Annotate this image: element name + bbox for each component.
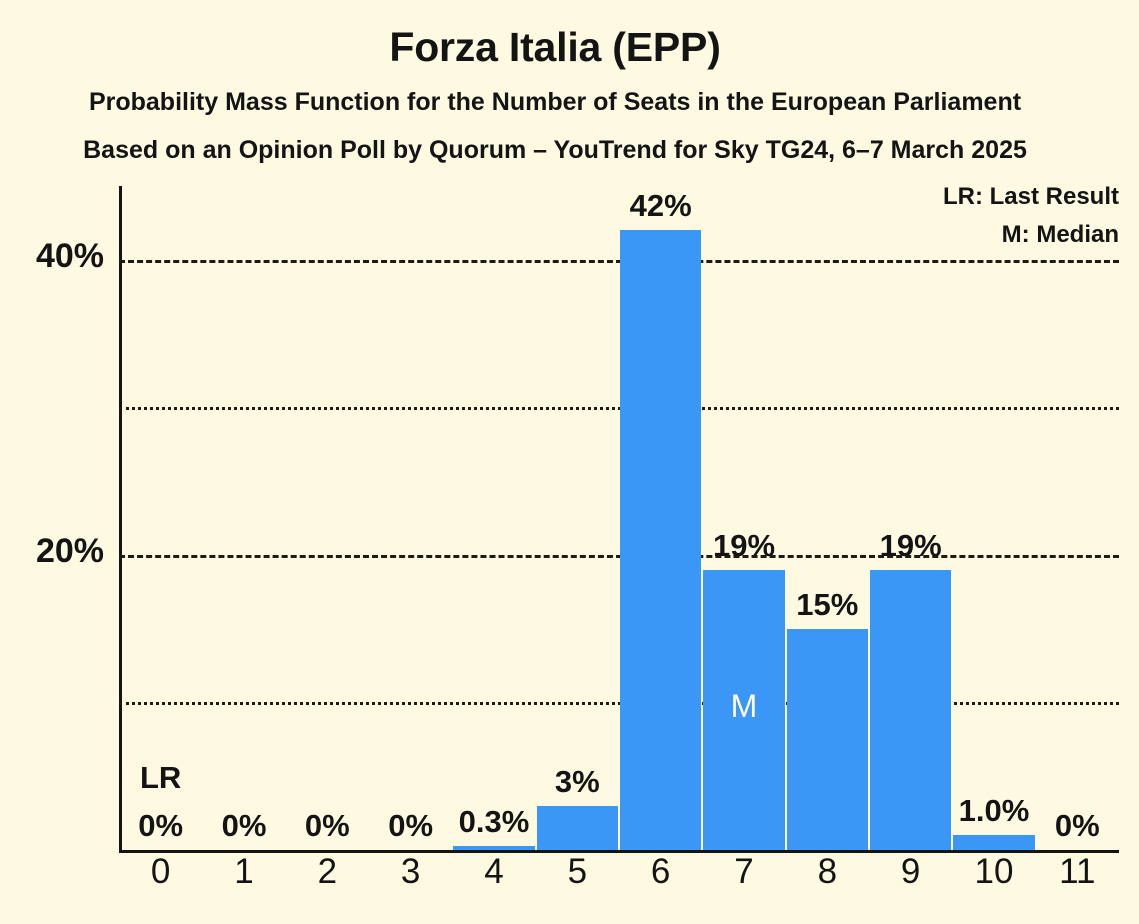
x-tick-label: 4 <box>484 852 504 891</box>
gridline-major <box>119 554 1119 558</box>
gridline-minor <box>119 702 1119 706</box>
bar-value-label: 42% <box>629 188 692 224</box>
gridline-minor <box>119 407 1119 411</box>
x-tick-label: 0 <box>150 852 171 891</box>
bar <box>786 628 868 850</box>
x-tick-label: 5 <box>567 852 588 891</box>
x-tick-label: 3 <box>400 852 421 891</box>
x-axis-line <box>119 850 1119 853</box>
bar <box>703 569 785 850</box>
bar-value-label: 1.0% <box>958 793 1030 829</box>
bar-value-label: 15% <box>796 586 859 622</box>
median-marker: M <box>730 687 758 724</box>
bar-value-label: 3% <box>554 763 600 799</box>
bar <box>620 230 702 850</box>
x-tick-label: 11 <box>1059 852 1096 891</box>
bar-value-label: 0% <box>1054 808 1100 843</box>
last-result-marker: LR <box>140 760 182 795</box>
legend-item-last-result: LR: Last Result <box>942 183 1119 210</box>
bar-value-label: 0% <box>304 808 350 843</box>
bar-value-label: 0.3% <box>458 803 530 839</box>
y-tick-label: 20% <box>35 531 104 570</box>
bar-value-label: 0% <box>221 808 267 843</box>
plot-area: 0% LR 0% 0% 0% 0.3% 3% 42% 19% M 15% 19% 1.0% 0% <box>119 186 1119 853</box>
bar <box>953 835 1035 850</box>
bar <box>453 845 535 850</box>
x-tick-label: 2 <box>317 852 338 891</box>
x-tick-label: 10 <box>974 852 1014 891</box>
legend-item-median: M: Median <box>1001 221 1119 248</box>
x-tick-label: 9 <box>900 852 921 891</box>
gridline-major <box>119 259 1119 263</box>
bar <box>870 569 952 850</box>
x-tick-label: 8 <box>817 852 838 891</box>
bar-value-label: 0% <box>138 808 184 843</box>
bar <box>536 805 618 850</box>
x-tick-label: 6 <box>650 852 671 891</box>
chart-legend: LR: Last Result M: Median <box>943 178 1119 254</box>
x-tick-label: 1 <box>234 852 254 891</box>
y-tick-label: 40% <box>35 236 104 275</box>
y-axis-line <box>119 186 122 850</box>
chart-title: Forza Italia (EPP) <box>389 24 721 70</box>
x-tick-label: 7 <box>734 852 754 891</box>
chart-source-line: Based on an Opinion Poll by Quorum – You… <box>83 136 1027 164</box>
chart-subtitle: Probability Mass Function for the Number… <box>88 88 1022 116</box>
bar-value-label: 0% <box>388 808 434 843</box>
bar-value-label: 19% <box>712 527 776 563</box>
bar-value-label: 19% <box>879 527 942 563</box>
